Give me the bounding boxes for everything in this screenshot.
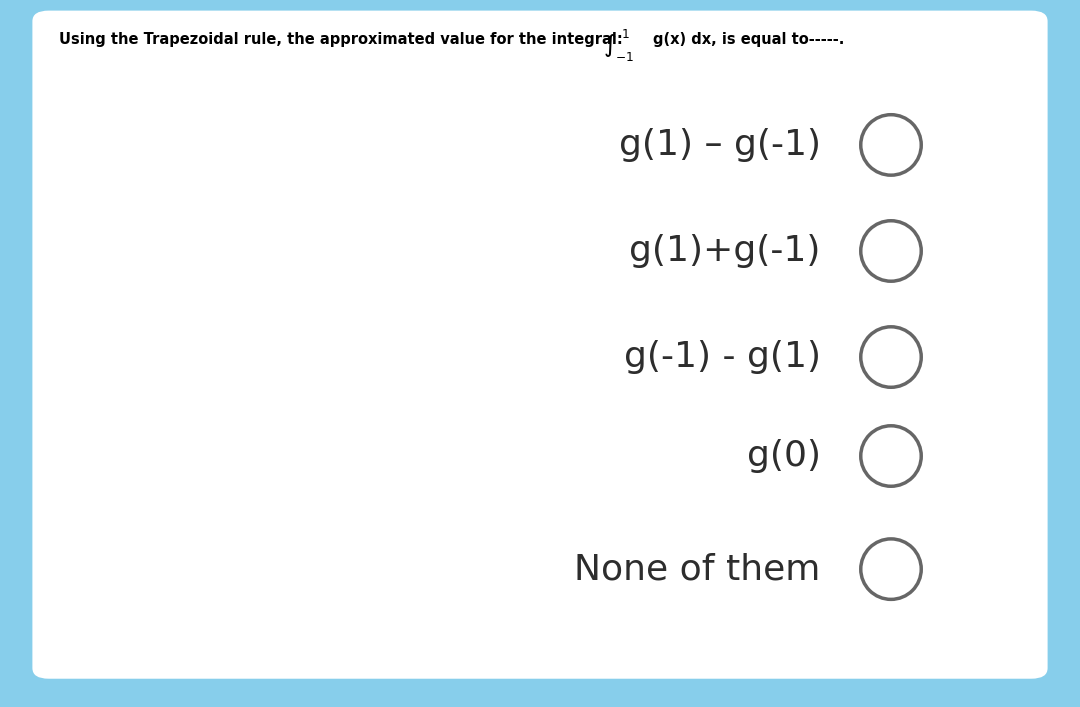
Text: None of them: None of them (575, 552, 821, 586)
Text: g(-1) - g(1): g(-1) - g(1) (624, 340, 821, 374)
Text: Using the Trapezoidal rule, the approximated value for the integral:: Using the Trapezoidal rule, the approxim… (59, 32, 623, 47)
Text: g(1) – g(-1): g(1) – g(-1) (619, 128, 821, 162)
Text: g(1)+g(-1): g(1)+g(-1) (630, 234, 821, 268)
Text: g(x) dx, is equal to-----.: g(x) dx, is equal to-----. (653, 32, 845, 47)
Text: g(0): g(0) (746, 439, 821, 473)
Text: $\int_{-1}^{\ 1}$: $\int_{-1}^{\ 1}$ (603, 28, 634, 64)
FancyBboxPatch shape (32, 11, 1048, 679)
